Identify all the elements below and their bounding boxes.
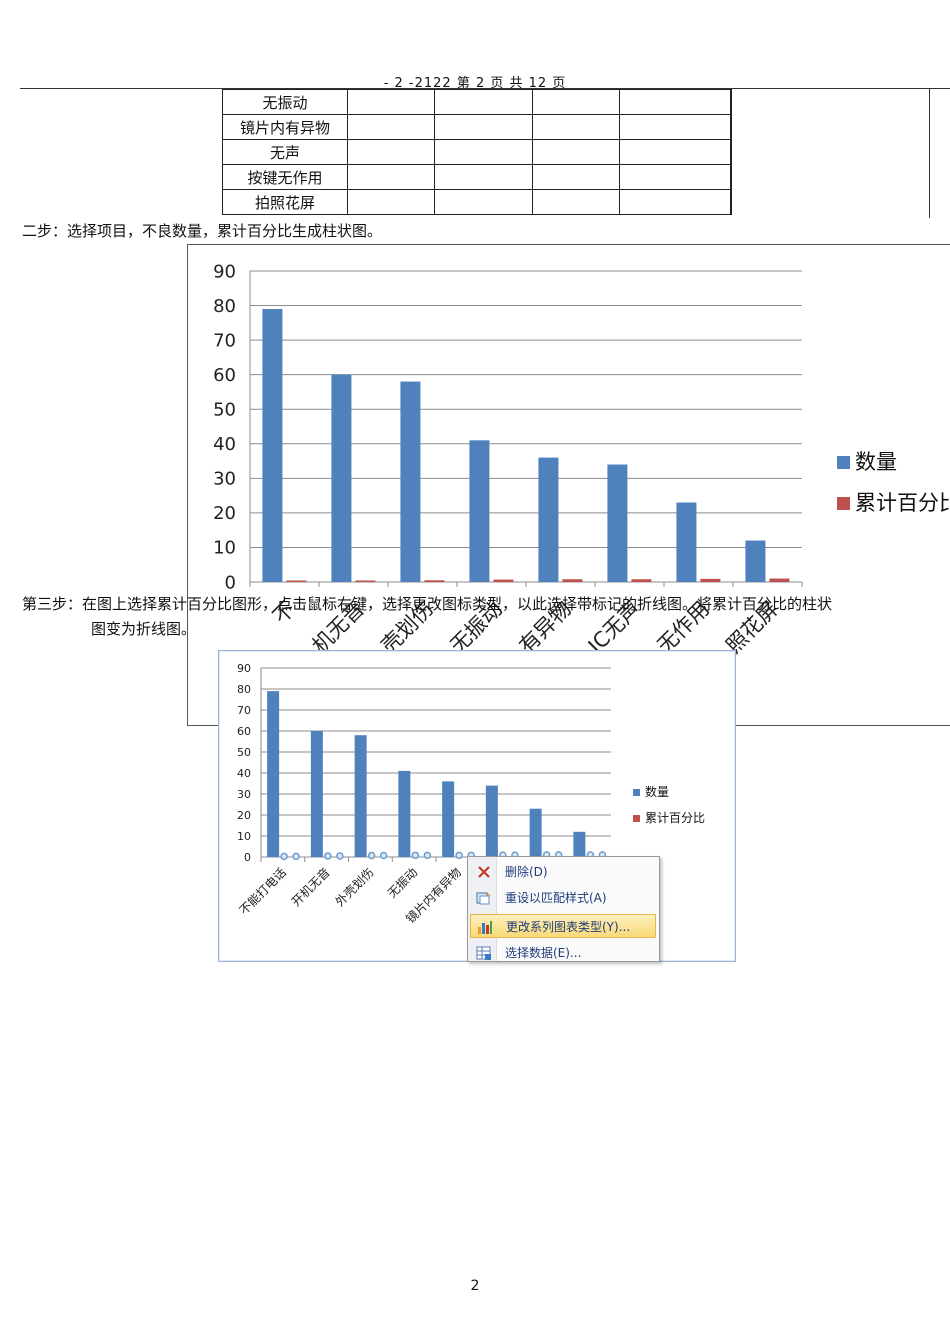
bar-数量 — [331, 374, 352, 582]
legend-swatch — [837, 456, 850, 469]
marker-累计百分比 — [280, 852, 288, 861]
chart-type-icon — [477, 919, 493, 935]
legend-label: 数量 — [645, 784, 669, 799]
menu-item-label: 选择数据(E)... — [505, 946, 582, 960]
step3-text-line1: 第三步：在图上选择累计百分比图形，点击鼠标右键，选择更改图标类型，以此选择带标记… — [22, 595, 833, 613]
reset-style-icon — [476, 890, 492, 906]
select-data-icon — [476, 945, 492, 961]
bar-数量 — [529, 808, 542, 857]
selection-handle — [379, 851, 388, 860]
menu-item-label: 重设以匹配样式(A) — [505, 891, 607, 905]
step2-text: 二步：选择项目，不良数量，累计百分比生成柱状图。 — [22, 222, 383, 240]
y-tick-label: 0 — [225, 572, 236, 593]
chart1-frame: 0 10 20 30 40 50 60 70 80 90 不机无音 壳划伤 无振动 有异物 IC无声 无作用照… — [187, 244, 950, 726]
y-tick-label: 80 — [237, 683, 251, 696]
y-tick-label: 20 — [237, 809, 251, 822]
defect-name-cell: 镜片内有异物 — [222, 114, 348, 140]
y-tick-label: 30 — [213, 469, 236, 490]
defect-name-cell: 按键无作用 — [222, 164, 348, 190]
y-tick-label: 50 — [237, 746, 251, 759]
context-menu: 删除(D) 重设以匹配样式(A) 更改系列图表类型(Y)... 选择数据(E).… — [467, 856, 660, 962]
y-tick-label: 40 — [237, 767, 251, 780]
legend-label: 累计百分比 — [855, 491, 950, 515]
marker-累计百分比 — [367, 851, 376, 860]
selection-handle — [336, 852, 344, 860]
x-category-label: 不能打电话 — [237, 865, 289, 917]
marker-累计百分比 — [324, 852, 332, 860]
right-margin-rule — [929, 88, 930, 218]
table-row: 按键无作用 — [222, 164, 732, 190]
bar-数量 — [745, 540, 766, 582]
bar-数量 — [262, 309, 283, 582]
x-category-label: 外壳划伤 — [333, 865, 377, 909]
y-tick-label: 70 — [213, 330, 236, 351]
menu-item-select-data[interactable]: 选择数据(E)... — [470, 941, 656, 961]
bar-数量 — [607, 464, 628, 582]
defect-name-cell: 无声 — [222, 139, 348, 165]
menu-item-delete[interactable]: 删除(D) — [470, 860, 656, 884]
y-tick-label: 30 — [237, 788, 251, 801]
y-tick-label: 70 — [237, 704, 251, 717]
y-tick-label: 60 — [213, 365, 236, 386]
bar-累计百分比 — [286, 580, 307, 582]
legend-swatch — [633, 815, 640, 822]
bar-数量 — [442, 781, 455, 857]
x-category-label: 无振动 — [385, 865, 420, 900]
selection-handle — [423, 851, 432, 860]
defect-name-cell: 拍照花屏 — [222, 189, 348, 215]
bar-数量 — [398, 770, 411, 857]
menu-item-reset-style[interactable]: 重设以匹配样式(A) — [470, 886, 656, 910]
bar-数量 — [573, 831, 586, 857]
page-header: - 2 -2122 第 2 页 共 12 页 — [383, 76, 567, 91]
bar-数量 — [469, 440, 490, 582]
bar-数量 — [538, 457, 559, 582]
bar-累计百分比 — [769, 578, 790, 582]
menu-item-label: 删除(D) — [505, 865, 548, 879]
y-tick-label: 10 — [213, 538, 236, 559]
legend-label: 数量 — [855, 450, 897, 474]
table-row: 无振动 — [222, 89, 732, 115]
menu-item-change-chart-type[interactable]: 更改系列图表类型(Y)... — [470, 914, 656, 938]
y-tick-label: 40 — [213, 434, 236, 455]
bar-数量 — [310, 731, 323, 857]
step3-text-line2: 图变为折线图。 — [91, 620, 197, 638]
selection-handle — [292, 852, 300, 861]
y-tick-label: 10 — [237, 830, 251, 843]
page-number: 2 — [470, 1278, 480, 1294]
bar-累计百分比 — [355, 580, 376, 582]
x-category-label: 开机无音 — [288, 865, 333, 910]
bar-数量 — [354, 735, 367, 857]
y-tick-label: 90 — [213, 261, 236, 282]
y-tick-label: 50 — [213, 400, 236, 421]
y-tick-label: 20 — [213, 503, 236, 524]
bar-累计百分比 — [493, 579, 514, 582]
legend-swatch — [837, 497, 850, 510]
y-tick-label: 90 — [237, 662, 251, 675]
table-row: 拍照花屏 — [222, 189, 732, 215]
bar-数量 — [400, 381, 421, 582]
bar-累计百分比 — [631, 579, 652, 582]
legend-label: 累计百分比 — [645, 811, 705, 825]
table-row: 无声 — [222, 139, 732, 165]
marker-累计百分比 — [455, 851, 463, 860]
bar-累计百分比 — [700, 578, 721, 582]
table-row: 镜片内有异物 — [222, 114, 732, 140]
marker-累计百分比 — [411, 851, 420, 860]
y-tick-label: 60 — [237, 725, 251, 738]
bar-数量 — [485, 785, 498, 857]
bar-累计百分比 — [562, 579, 583, 582]
header-rule — [20, 88, 950, 89]
y-tick-label: 80 — [213, 296, 236, 317]
legend-swatch — [633, 789, 640, 796]
y-tick-label: 0 — [244, 851, 251, 864]
defect-table: 无振动 镜片内有异物 无声 按键无作用 拍照花屏 — [222, 89, 732, 215]
bar-数量 — [676, 502, 697, 582]
bar-累计百分比 — [424, 580, 445, 582]
menu-item-label: 更改系列图表类型(Y)... — [506, 920, 631, 934]
delete-icon — [476, 864, 492, 880]
chart1-svg: 0102030405060708090不 机无音 壳划伤 无振动 有异物 IC无声 无作用照… — [213, 261, 950, 658]
defect-name-cell: 无振动 — [222, 89, 348, 115]
bar-数量 — [267, 691, 280, 857]
